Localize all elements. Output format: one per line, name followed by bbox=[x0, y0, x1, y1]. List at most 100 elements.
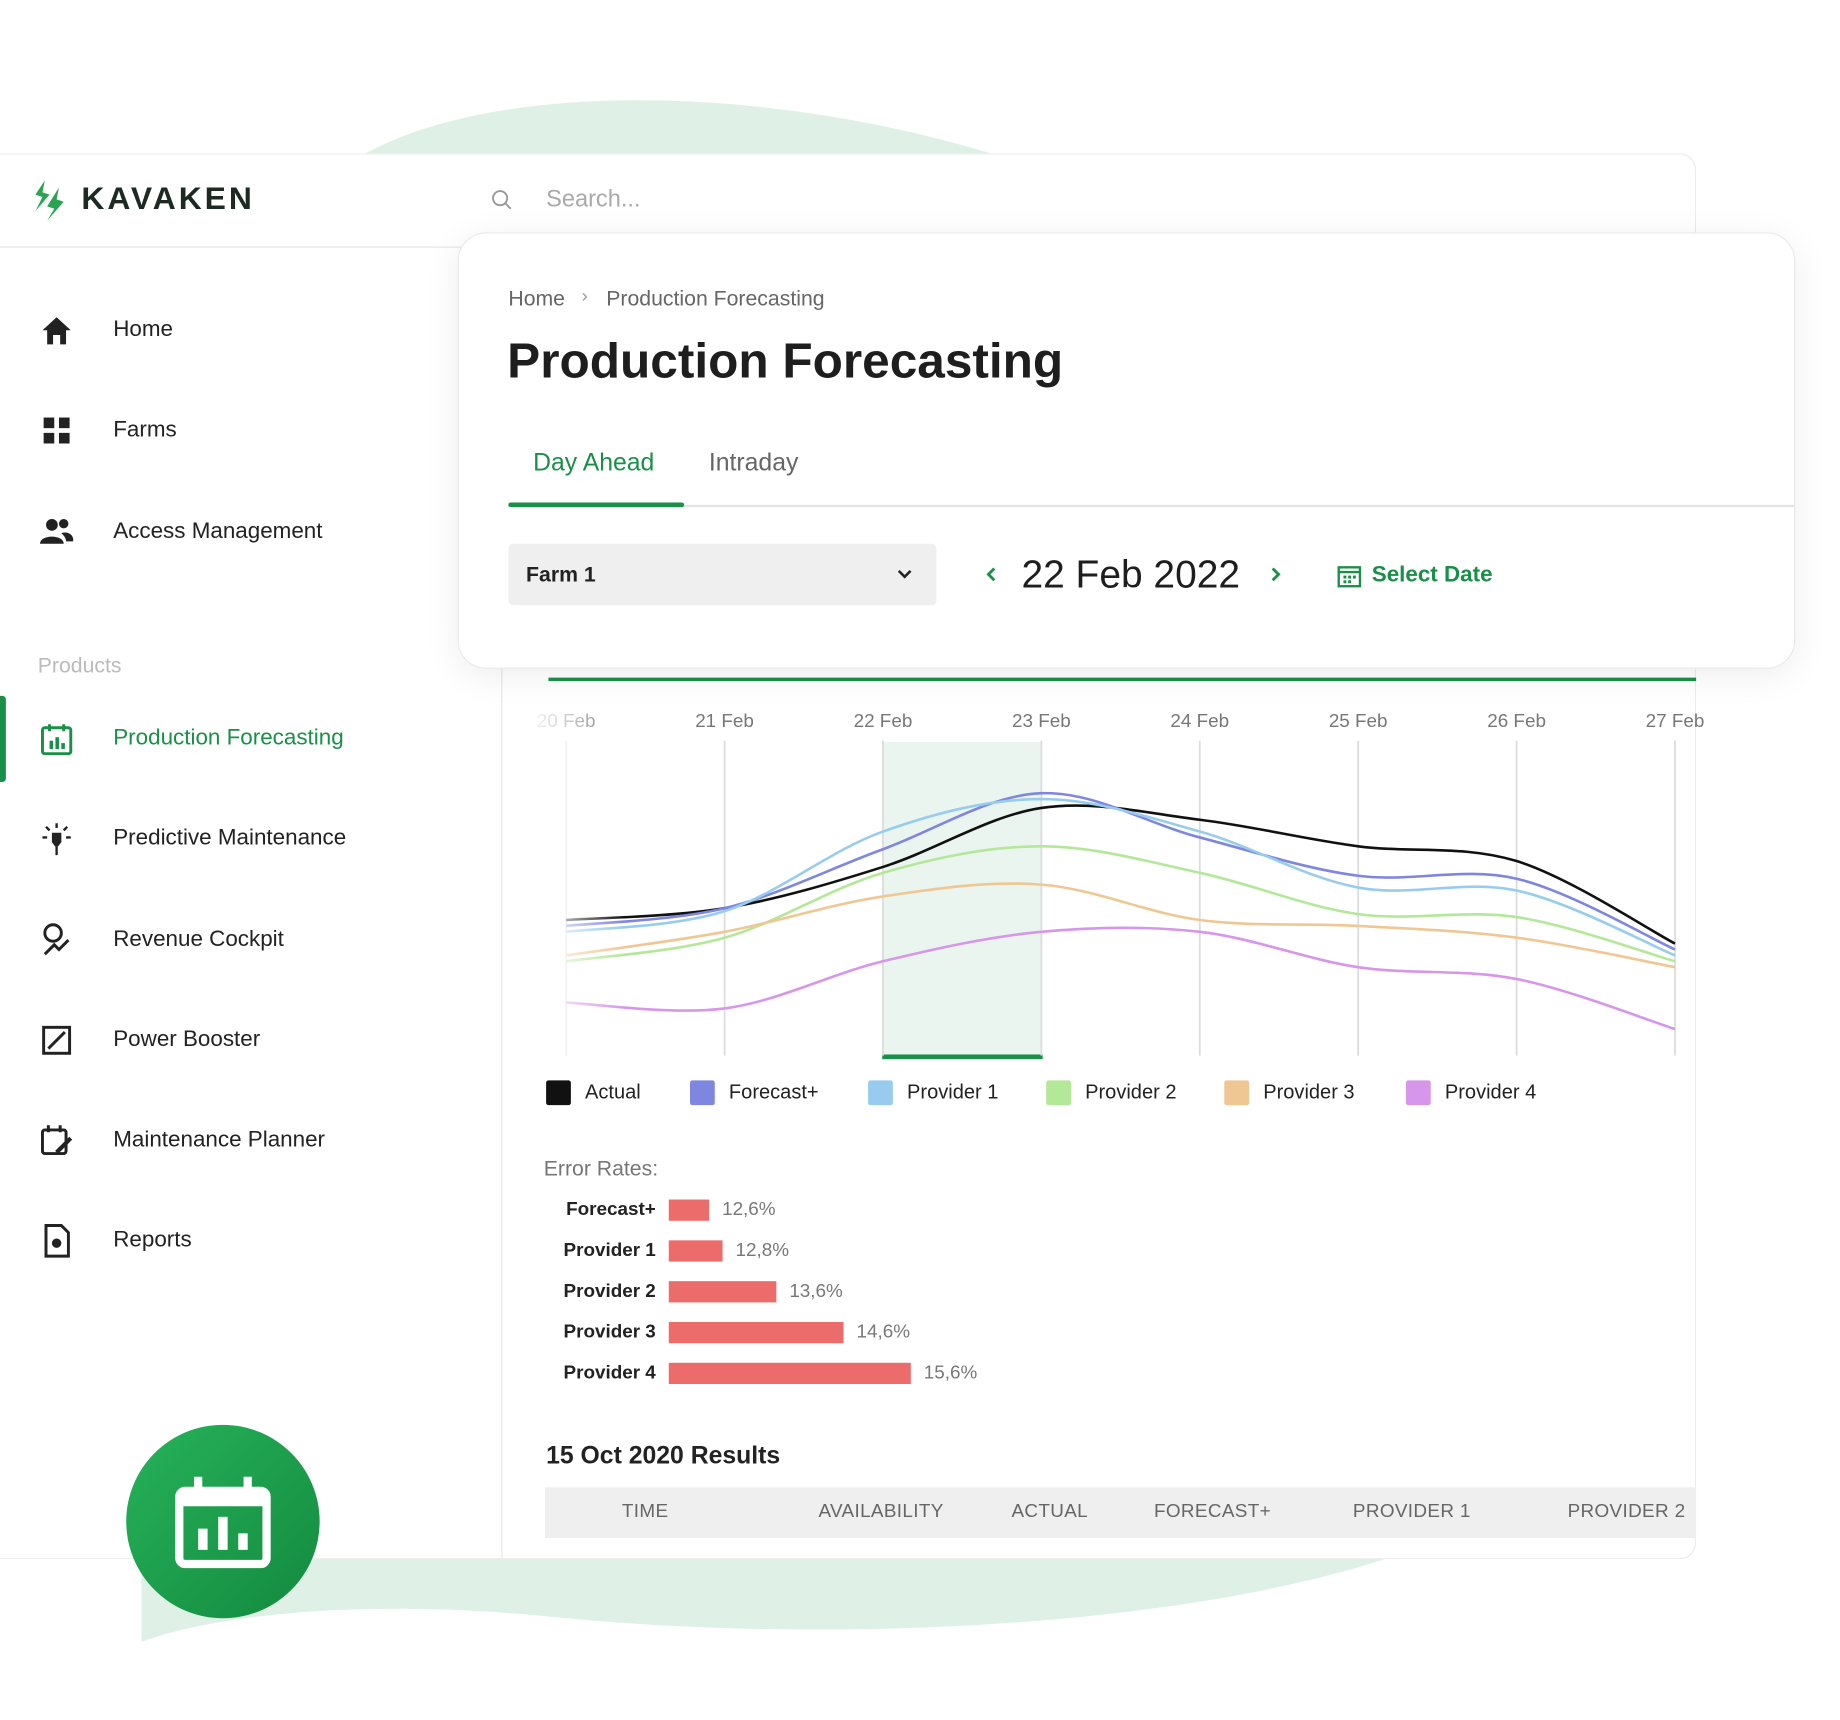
nav-item-active[interactable]: Production Forecasting bbox=[113, 725, 344, 751]
column-header: FORECAST+ bbox=[1154, 1501, 1271, 1522]
legend-swatch bbox=[868, 1080, 893, 1106]
series-line bbox=[566, 804, 1676, 945]
breadcrumb-item[interactable]: Home bbox=[508, 286, 565, 311]
x-tick-label: 21 Feb bbox=[695, 710, 754, 731]
nav-item[interactable]: Reports bbox=[113, 1227, 192, 1253]
next-date[interactable] bbox=[1268, 565, 1285, 584]
legend-label: Actual bbox=[585, 1082, 641, 1104]
nav-item[interactable]: Access Management bbox=[113, 518, 323, 544]
forecast-icon bbox=[40, 724, 73, 756]
legend-swatch bbox=[1046, 1080, 1071, 1106]
booster-icon bbox=[42, 1025, 72, 1055]
page-title: Production Forecasting bbox=[507, 332, 1064, 389]
header-card: Home › Production Forecasting Production… bbox=[457, 232, 1796, 669]
tab-active[interactable]: Day Ahead bbox=[533, 449, 655, 477]
x-tick-label: 25 Feb bbox=[1329, 710, 1388, 731]
bar-category: Provider 4 bbox=[564, 1361, 657, 1382]
legend-label: Provider 4 bbox=[1445, 1082, 1536, 1104]
tab[interactable]: Intraday bbox=[708, 449, 799, 477]
legend-swatch bbox=[1224, 1080, 1250, 1106]
bar-category: Forecast+ bbox=[566, 1198, 656, 1219]
logo-mark bbox=[35, 180, 64, 221]
legend-label: Provider 1 bbox=[907, 1082, 998, 1104]
active-indicator bbox=[0, 695, 6, 783]
access-icon bbox=[40, 518, 74, 544]
x-tick-label: 26 Feb bbox=[1487, 710, 1546, 731]
bar bbox=[668, 1362, 911, 1385]
brand: KAVAKEN bbox=[81, 180, 255, 216]
left-fade bbox=[518, 695, 626, 1062]
select-date[interactable]: Select Date bbox=[1371, 562, 1493, 588]
bar bbox=[668, 1281, 777, 1303]
series-line bbox=[565, 844, 1676, 963]
column-header: ACTUAL bbox=[1011, 1501, 1089, 1522]
search-input[interactable]: Search... bbox=[546, 186, 641, 213]
legend-label: Provider 2 bbox=[1085, 1082, 1176, 1104]
column-header: PROVIDER 2 bbox=[1567, 1501, 1686, 1522]
bar-value-label: 12,8% bbox=[736, 1239, 790, 1260]
current-date: 22 Feb 2022 bbox=[1021, 552, 1241, 596]
legend-swatch bbox=[546, 1080, 571, 1106]
x-tick-label: 24 Feb bbox=[1170, 710, 1229, 731]
section-label: Products bbox=[37, 653, 122, 678]
column-header: PROVIDER 1 bbox=[1352, 1501, 1471, 1522]
bar-value-label: 13,6% bbox=[789, 1280, 843, 1301]
series-line bbox=[565, 797, 1676, 957]
nav-item[interactable]: Home bbox=[113, 317, 174, 343]
breadcrumb-item: Production Forecasting bbox=[606, 286, 825, 311]
home-icon bbox=[42, 317, 71, 345]
farm-select-value: Farm 1 bbox=[526, 562, 596, 587]
nav-item[interactable]: Revenue Cockpit bbox=[113, 927, 284, 952]
nav-item[interactable]: Farms bbox=[113, 417, 177, 443]
prev-date[interactable] bbox=[983, 565, 1000, 584]
legend-label: Forecast+ bbox=[729, 1082, 819, 1104]
table-header bbox=[544, 1487, 1697, 1539]
series-line bbox=[565, 882, 1676, 969]
tab-rule bbox=[508, 504, 1795, 508]
error-rate-chart: Error Rates: Forecast+ 12,6% Provider 1 12,8… bbox=[544, 1158, 978, 1385]
sidebar-divider bbox=[501, 246, 503, 1559]
chart-title: Error Rates: bbox=[544, 1158, 658, 1181]
bar bbox=[668, 1321, 844, 1344]
bar bbox=[668, 1199, 710, 1221]
chevron-down bbox=[897, 569, 912, 579]
bar-category: Provider 2 bbox=[564, 1280, 656, 1301]
results-title: 15 Oct 2020 Results bbox=[546, 1442, 781, 1470]
x-tick-label: 27 Feb bbox=[1646, 710, 1705, 731]
series-line bbox=[566, 926, 1676, 1031]
column-header: AVAILABILITY bbox=[818, 1501, 944, 1522]
revenue-icon bbox=[43, 923, 70, 956]
legend-swatch bbox=[690, 1080, 715, 1106]
breadcrumb-separator: › bbox=[581, 286, 588, 307]
nav-item[interactable]: Maintenance Planner bbox=[113, 1127, 326, 1153]
bar-value-label: 15,6% bbox=[924, 1361, 978, 1382]
bar bbox=[668, 1240, 723, 1262]
bar-value-label: 14,6% bbox=[857, 1321, 911, 1342]
farm-select[interactable] bbox=[508, 543, 937, 606]
x-tick-label: 22 Feb bbox=[854, 710, 913, 731]
selected-day-underline bbox=[882, 1054, 1043, 1060]
selected-day-band bbox=[882, 741, 1042, 1056]
bar-category: Provider 3 bbox=[564, 1321, 656, 1342]
nav-item[interactable]: Predictive Maintenance bbox=[113, 825, 347, 851]
maintenance-icon bbox=[42, 823, 71, 856]
farms-icon bbox=[43, 417, 70, 444]
column-header: TIME bbox=[621, 1501, 669, 1522]
tab-underline bbox=[508, 502, 685, 508]
calendar-icon bbox=[1337, 566, 1362, 588]
bar-category: Provider 1 bbox=[564, 1239, 656, 1260]
reports-icon bbox=[44, 1224, 70, 1258]
legend-label: Provider 3 bbox=[1263, 1082, 1354, 1104]
planner-icon bbox=[40, 1125, 73, 1156]
x-tick-label: 23 Feb bbox=[1012, 710, 1071, 731]
app-badge bbox=[126, 1424, 320, 1619]
series-line bbox=[566, 791, 1676, 951]
bar-value-label: 12,6% bbox=[722, 1198, 776, 1219]
legend-swatch bbox=[1405, 1080, 1431, 1106]
nav-item[interactable]: Power Booster bbox=[113, 1027, 261, 1053]
